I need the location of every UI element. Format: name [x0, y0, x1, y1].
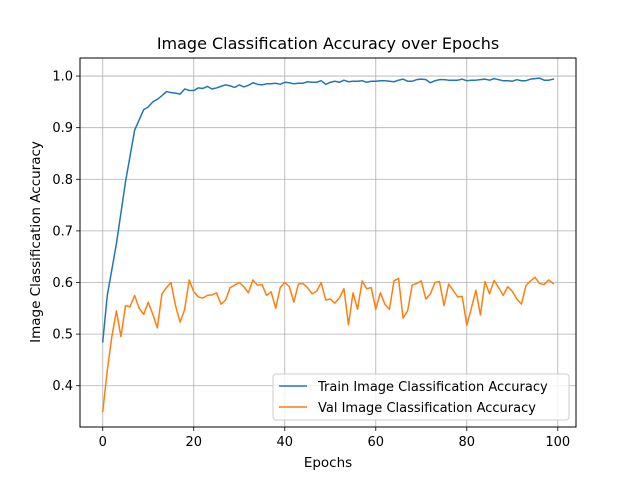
y-tick-label: 0.9: [52, 121, 73, 136]
axis-ticks: 0 20 40 60 80 100 0.4 0.5 0.6 0.7 0.8 0.9 1.0: [52, 70, 570, 450]
plot-frame: [79, 57, 577, 428]
x-axis-label: Epochs: [304, 455, 352, 471]
series-lines: [101, 77, 555, 413]
x-tick-label: 80: [459, 435, 476, 450]
y-tick-label: 0.5: [52, 328, 73, 343]
val-accuracy-line: [101, 276, 555, 413]
legend-label-train: Train Image Classification Accuracy: [317, 380, 548, 395]
y-tick-label: 1.0: [52, 70, 73, 85]
train-accuracy-line: [101, 77, 555, 343]
x-tick-label: 60: [368, 435, 385, 450]
legend-box: [272, 373, 570, 421]
x-tick-label: 20: [185, 435, 202, 450]
chart-title: Image Classification Accuracy over Epoch…: [157, 34, 499, 53]
y-axis-label: Image Classification Accuracy: [28, 141, 44, 343]
grid: [80, 58, 576, 427]
y-tick-label: 0.6: [52, 276, 73, 291]
y-tick-label: 0.4: [52, 379, 73, 394]
x-tick-label: 40: [276, 435, 293, 450]
legend-label-val: Val Image Classification Accuracy: [318, 401, 536, 416]
y-tick-label: 0.8: [52, 173, 73, 188]
y-tick-label: 0.7: [52, 224, 73, 239]
x-tick-label: 100: [545, 435, 570, 450]
x-tick-label: 0: [99, 435, 107, 450]
legend: Train Image Classification Accuracy Val …: [272, 373, 570, 421]
